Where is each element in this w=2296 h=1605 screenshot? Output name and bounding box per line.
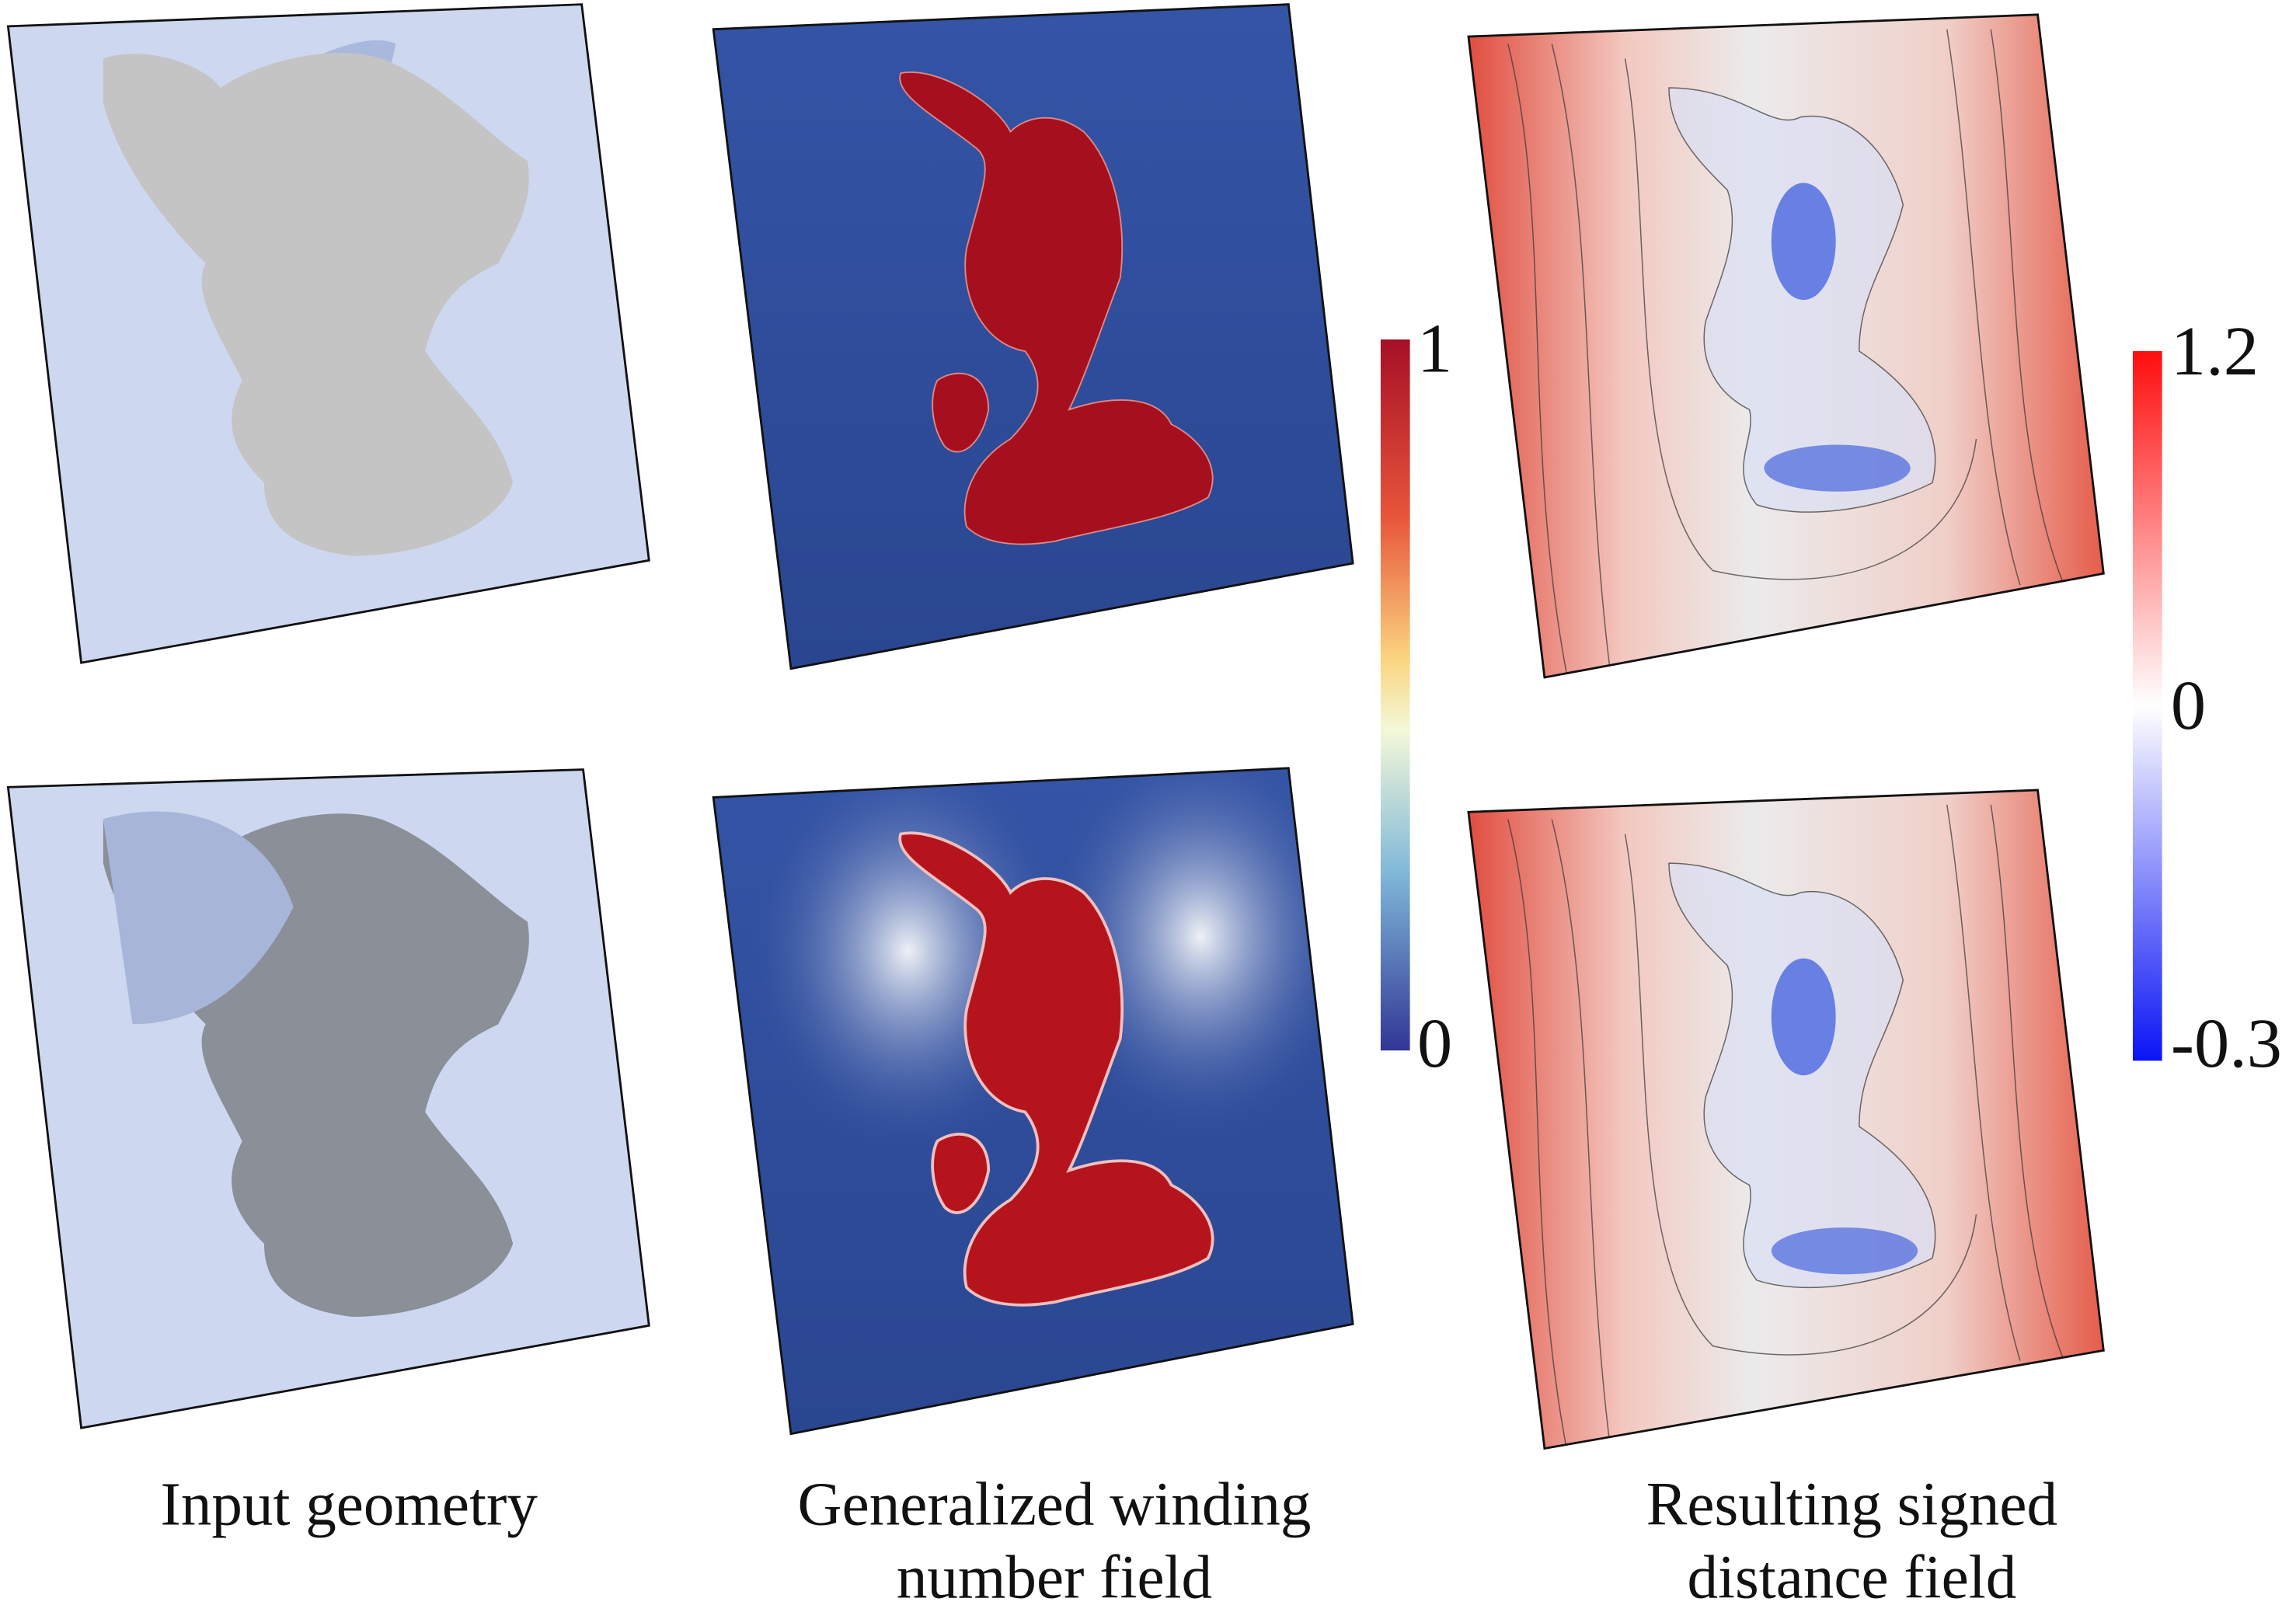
panel-input-noisy bbox=[8, 769, 650, 1429]
panel-frame bbox=[712, 767, 1354, 1436]
panel-frame bbox=[712, 3, 1354, 670]
panel-input-clean bbox=[8, 4, 650, 663]
colorbar-tick-label: 1.2 bbox=[2171, 312, 2259, 390]
colorbar-tick-label: 1 bbox=[1417, 308, 1452, 387]
panel-winding-clean bbox=[713, 4, 1354, 669]
colorbar-tick-label: 0 bbox=[2171, 666, 2206, 744]
panel-frame bbox=[6, 768, 650, 1429]
caption: distance field bbox=[1687, 1544, 2016, 1605]
colorbar bbox=[1380, 339, 1410, 1051]
colorbar-tick-label: -0.3 bbox=[2171, 1004, 2282, 1082]
panel-frame bbox=[6, 3, 650, 664]
colorbar-tick-label: 0 bbox=[1417, 1004, 1452, 1082]
caption: Resulting signed bbox=[1646, 1471, 2057, 1538]
panel-sdf-noisy bbox=[1468, 789, 2104, 1449]
panel-frame bbox=[1467, 789, 2105, 1450]
colorbar bbox=[2132, 350, 2162, 1061]
caption: Input geometry bbox=[161, 1471, 538, 1538]
panel-winding-noisy bbox=[713, 768, 1354, 1434]
caption: number field bbox=[897, 1544, 1212, 1605]
panel-frame bbox=[1467, 13, 2105, 679]
caption: Generalized winding bbox=[797, 1471, 1311, 1538]
panel-sdf-clean bbox=[1468, 14, 2104, 677]
